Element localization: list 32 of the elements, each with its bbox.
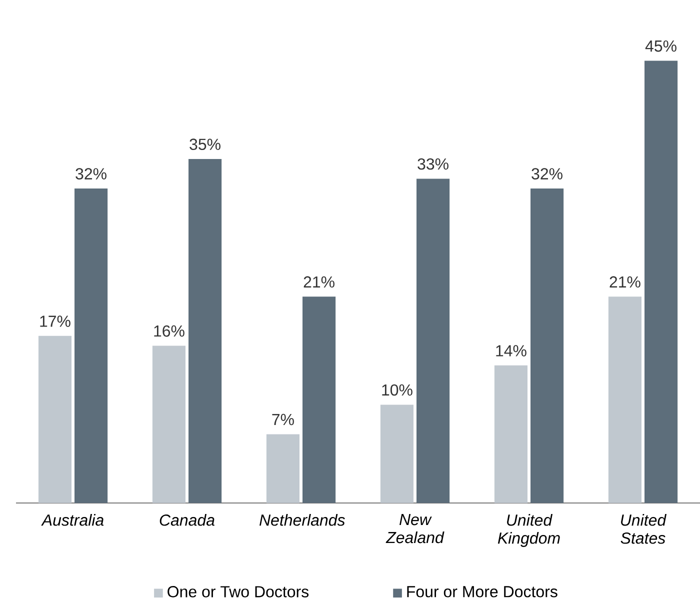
- legend-label: Four or More Doctors: [407, 586, 558, 598]
- data-label: 21%: [610, 276, 640, 288]
- legend-label: One or Two Doctors: [168, 586, 309, 598]
- x-tick-label: Canada: [160, 514, 214, 526]
- bar: [266, 434, 300, 503]
- data-label: 33%: [418, 158, 448, 170]
- data-label: 45%: [645, 40, 676, 52]
- bar: [530, 188, 564, 503]
- data-label: 7%: [272, 414, 294, 426]
- bar: [380, 404, 414, 503]
- bar: [644, 60, 678, 503]
- bar: [74, 188, 108, 503]
- bar: [152, 346, 186, 503]
- data-label: 35%: [190, 138, 220, 150]
- x-tick-label: New Zealand: [386, 514, 444, 544]
- data-label: 32%: [532, 168, 562, 180]
- x-tick-label: Netherlands: [260, 514, 345, 526]
- bar: [38, 336, 72, 503]
- data-label: 10%: [382, 384, 412, 396]
- x-tick-label: Australia: [41, 514, 104, 526]
- x-tick-label: United States: [620, 514, 667, 544]
- bar: [416, 178, 450, 503]
- x-tick-label: United Kingdom: [498, 514, 560, 547]
- data-label: 14%: [496, 345, 526, 356]
- bar: [608, 296, 642, 503]
- bar: [494, 365, 528, 503]
- data-label: 16%: [154, 325, 184, 337]
- bar: [302, 296, 336, 503]
- data-label: 21%: [304, 276, 334, 288]
- data-label: 17%: [40, 316, 70, 327]
- bar: [188, 159, 222, 503]
- data-label: 32%: [76, 168, 106, 180]
